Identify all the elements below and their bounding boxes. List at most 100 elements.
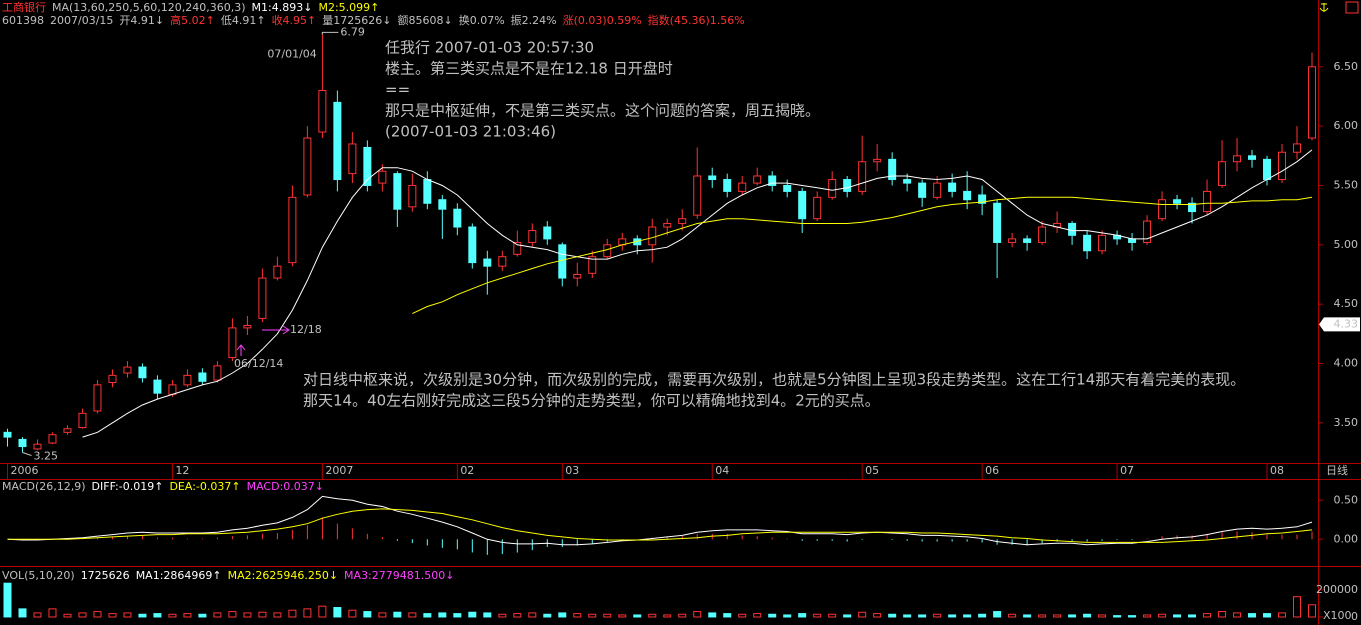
candle-body	[453, 208, 462, 228]
candle-body	[1158, 199, 1167, 220]
candle-body	[1263, 158, 1272, 181]
peak-label: 6.79	[340, 25, 365, 38]
candle-body	[123, 366, 132, 374]
x-tick-label: 06	[985, 464, 999, 477]
volume-bar	[63, 613, 72, 618]
anchor-icon[interactable]	[1319, 3, 1329, 12]
unit-label: X100	[1323, 609, 1352, 622]
candle-body	[258, 277, 267, 319]
volume-bar	[363, 611, 372, 618]
candle-body	[348, 143, 357, 175]
candle-body	[3, 431, 12, 438]
volume-bar	[768, 613, 777, 618]
candle-body	[78, 412, 87, 429]
volume-bar	[213, 612, 222, 618]
volume-bar	[453, 613, 462, 618]
candle-body	[498, 256, 507, 267]
candle-body	[408, 184, 417, 208]
volume-bar	[1098, 614, 1107, 618]
candle-body	[723, 179, 732, 192]
header-line: MACD(26,12,9) DIFF:-0.019↑ DEA:-0.037↑ MACD…	[2, 480, 324, 493]
period-icon[interactable]	[1345, 1, 1359, 14]
candle-body	[798, 190, 807, 220]
volume-bar	[948, 614, 957, 618]
candle-body	[903, 179, 912, 184]
candle-body	[108, 374, 117, 383]
y-tick-label: 6.50	[1334, 60, 1359, 73]
header-line: 601398 2007/03/15 开4.91↓ 高5.02↑ 低4.91↑ 收4.95↑…	[2, 13, 745, 27]
candle-body	[393, 173, 402, 210]
candle-body	[363, 146, 372, 186]
quote-field: 指数(45.36)1.56%	[648, 13, 745, 27]
candle-body	[693, 175, 702, 216]
volume-bar	[858, 611, 867, 618]
volume-bar	[468, 611, 477, 618]
volume-bar	[1053, 614, 1062, 618]
candle-body	[423, 179, 432, 204]
candle-body	[1143, 220, 1152, 243]
candle-body	[468, 226, 477, 264]
candle-body	[738, 182, 747, 192]
volume-bar	[738, 613, 747, 618]
volume-bar	[3, 582, 12, 618]
volume-bar	[123, 612, 132, 618]
candle-body	[708, 175, 717, 181]
candle-body	[978, 194, 987, 204]
volume-bar	[48, 608, 57, 618]
volume-bar	[618, 614, 627, 618]
marker-label: 06/12/14	[234, 357, 283, 370]
quote-field: 2007/03/15	[50, 14, 113, 27]
volume-bar	[888, 613, 897, 618]
volume-bar	[918, 614, 927, 618]
quote-field: 换0.07%	[459, 13, 505, 27]
volume-bar	[528, 612, 537, 618]
volume-bar	[1278, 612, 1287, 618]
volume-bar	[843, 614, 852, 618]
candle-body	[48, 434, 57, 444]
volume-bar	[1008, 613, 1017, 618]
volume-bar	[543, 613, 552, 618]
candle-body	[33, 443, 42, 450]
indicator: MA(13,60,250,5,60,120,240,360,3)	[52, 1, 246, 14]
volume-bar	[1203, 613, 1212, 618]
candle-body	[1218, 161, 1227, 186]
candle-body	[948, 182, 957, 192]
volume-bar	[408, 612, 417, 618]
y-tick-label: 5.00	[1334, 238, 1359, 251]
note-line: 任我行 2007-01-03 20:57:30	[385, 39, 594, 57]
trough-label: 3.25	[33, 450, 58, 463]
candle-body	[333, 101, 342, 181]
candle-body	[918, 182, 927, 198]
candle-body	[1008, 238, 1017, 243]
legend-entry: MA1:2864969↑	[136, 569, 222, 582]
candle-body	[573, 273, 582, 279]
candle-body	[213, 365, 222, 381]
candle-body	[873, 158, 882, 163]
candle-body	[483, 258, 492, 267]
volume-bar	[1293, 596, 1302, 618]
candle-body	[663, 222, 672, 228]
candle-body	[828, 179, 837, 198]
volume-bar	[588, 613, 597, 618]
y-tick-label: 6.00	[1334, 119, 1359, 132]
candle-body	[153, 379, 162, 394]
candle-body	[888, 158, 897, 181]
y-tick-label: 4.00	[1334, 356, 1359, 369]
legend-entry: M1:4.893↓	[252, 1, 313, 14]
candle-body	[168, 384, 177, 395]
volume-bar	[513, 613, 522, 618]
candle-body	[1293, 143, 1302, 153]
volume-bar	[1158, 613, 1167, 618]
legend-entry: DEA:-0.037↑	[169, 480, 240, 493]
x-tick-label: 08	[1270, 464, 1284, 477]
volume-bar	[1263, 613, 1272, 618]
volume-bar	[153, 613, 162, 618]
volume-bar	[78, 612, 87, 618]
quote-field: 收4.95↑	[272, 13, 317, 27]
volume-bar	[1218, 611, 1227, 618]
volume-bar	[678, 613, 687, 618]
volume-bar	[813, 613, 822, 618]
candle-body	[513, 241, 522, 255]
candle-body	[198, 372, 207, 382]
candle-body	[243, 325, 252, 329]
